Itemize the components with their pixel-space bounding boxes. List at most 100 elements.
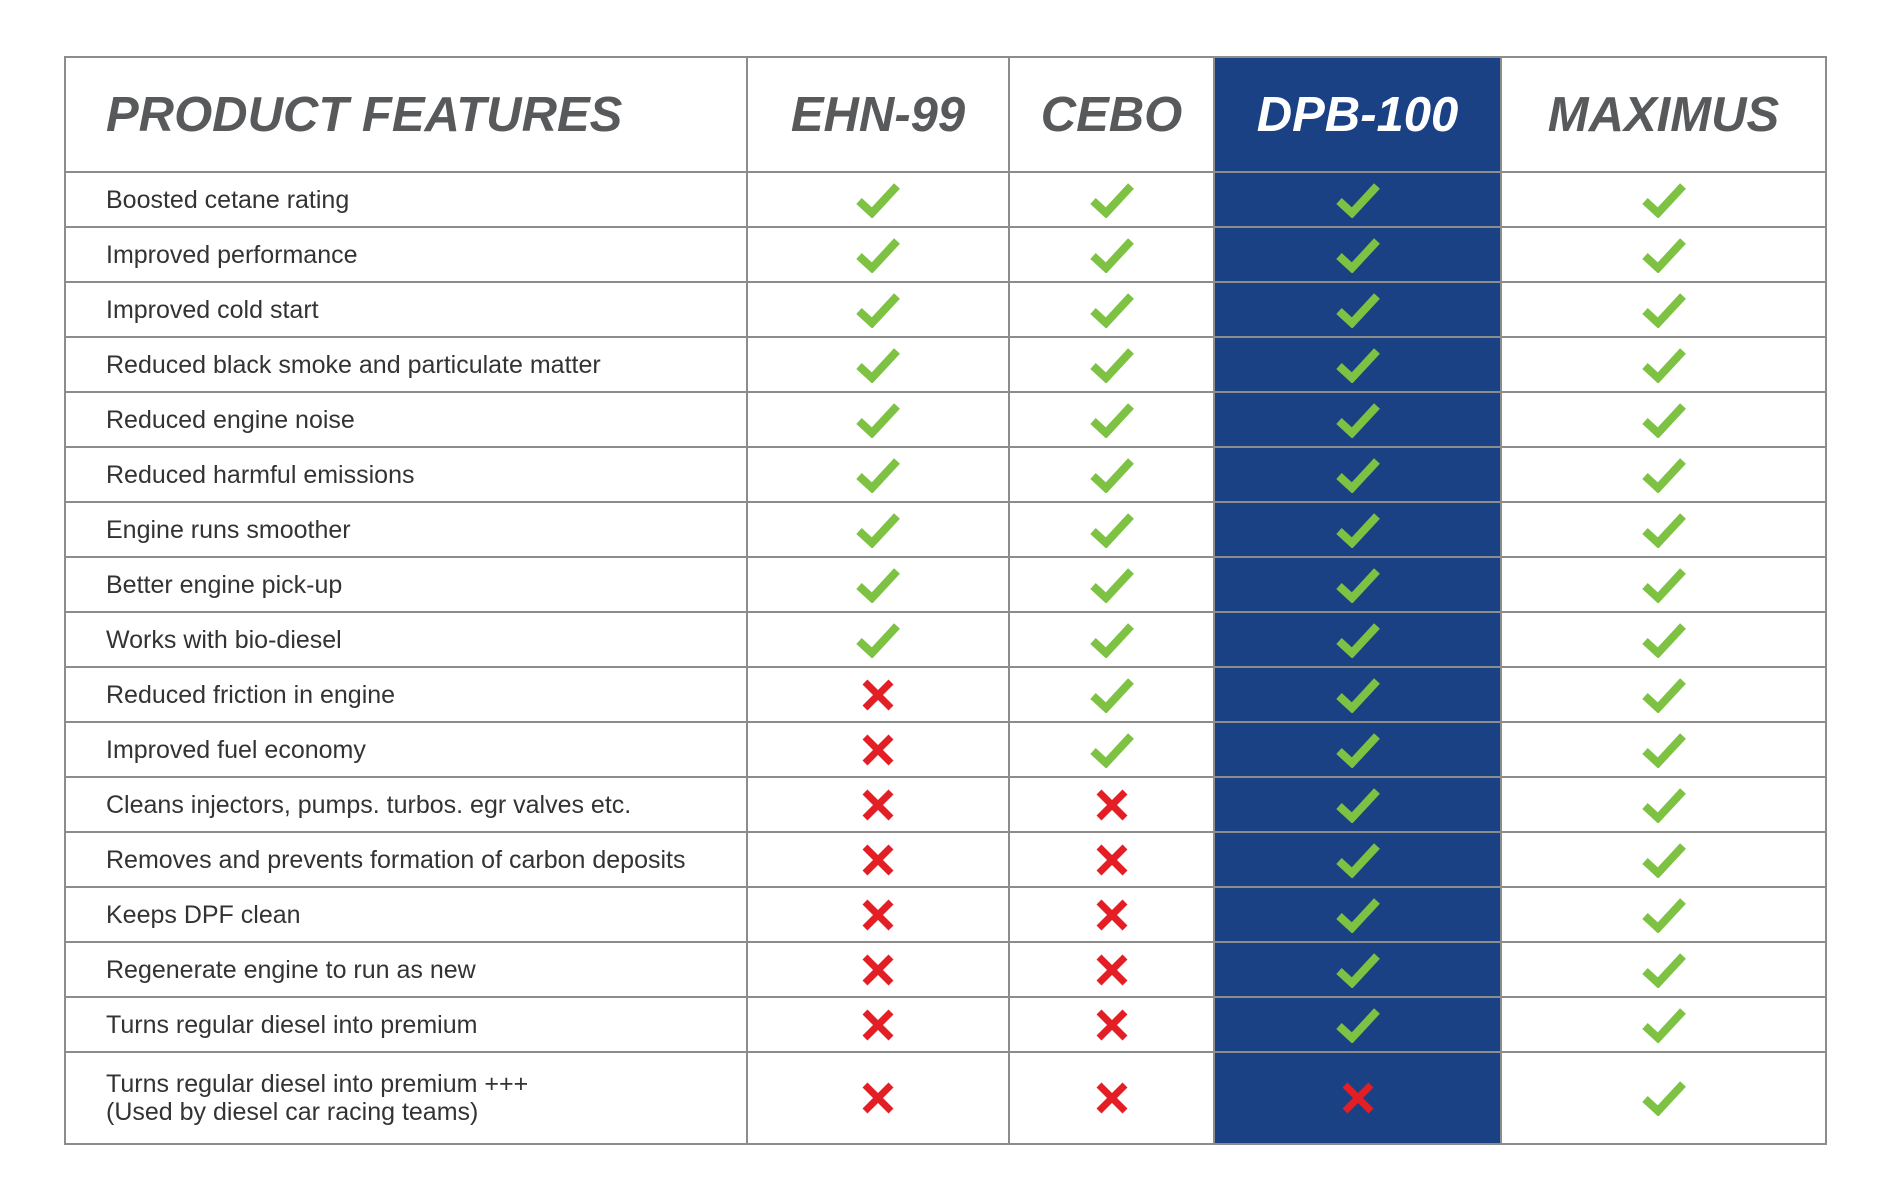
feature-label-line: Reduced friction in engine	[106, 680, 396, 709]
check-icon	[1335, 567, 1380, 603]
cell-maximus	[1500, 501, 1827, 558]
cell-cebo	[1008, 666, 1215, 723]
check-icon	[1089, 622, 1134, 658]
check-icon	[1335, 182, 1380, 218]
cross-icon	[1342, 1082, 1373, 1114]
check-icon	[856, 182, 900, 218]
check-icon	[856, 237, 900, 273]
cell-maximus	[1500, 721, 1827, 778]
check-icon	[1089, 677, 1134, 713]
cell-ehn-99	[746, 226, 1010, 283]
table-row: Removes and prevents formation of carbon…	[64, 831, 1827, 888]
cell-dpb-100	[1213, 336, 1502, 393]
cell-dpb-100	[1213, 556, 1502, 613]
cell-cebo	[1008, 941, 1215, 998]
cell-cebo	[1008, 281, 1215, 338]
cell-ehn-99	[746, 446, 1010, 503]
cell-dpb-100	[1213, 666, 1502, 723]
table-row: Improved cold start	[64, 281, 1827, 338]
feature-label: Keeps DPF clean	[64, 886, 748, 943]
cross-icon	[1096, 1009, 1127, 1040]
cell-dpb-100	[1213, 941, 1502, 998]
cell-cebo	[1008, 556, 1215, 613]
check-icon	[1335, 457, 1380, 493]
cell-maximus	[1500, 941, 1827, 998]
cell-dpb-100	[1213, 226, 1502, 283]
table-row: Improved fuel economy	[64, 721, 1827, 778]
check-icon	[856, 402, 900, 438]
check-icon	[1335, 842, 1380, 878]
table-row: Reduced engine noise	[64, 391, 1827, 448]
cell-ehn-99	[746, 556, 1010, 613]
check-icon	[1089, 237, 1134, 273]
cell-cebo	[1008, 446, 1215, 503]
feature-label-line: Keeps DPF clean	[106, 900, 301, 929]
check-icon	[1089, 512, 1134, 548]
feature-label-line: Reduced black smoke and particulate matt…	[106, 350, 601, 379]
check-icon	[1089, 347, 1134, 383]
check-icon	[1641, 182, 1686, 218]
cell-maximus	[1500, 996, 1827, 1053]
feature-label-line: Improved fuel economy	[106, 735, 366, 764]
table-row: Boosted cetane rating	[64, 171, 1827, 228]
feature-label: Turns regular diesel into premium	[64, 996, 748, 1053]
table-row: Cleans injectors, pumps. turbos. egr val…	[64, 776, 1827, 833]
feature-label: Boosted cetane rating	[64, 171, 748, 228]
feature-label: Regenerate engine to run as new	[64, 941, 748, 998]
feature-label-line: Turns regular diesel into premium	[106, 1010, 478, 1039]
check-icon	[1089, 567, 1134, 603]
feature-label: Removes and prevents formation of carbon…	[64, 831, 748, 888]
cell-dpb-100	[1213, 1051, 1502, 1145]
table-row: Reduced harmful emissions	[64, 446, 1827, 503]
cross-icon	[862, 1082, 894, 1114]
comparison-table-wrapper: PRODUCT FEATURES EHN-99 CEBO DPB-100 MAXIMU…	[64, 56, 1827, 1145]
cell-ehn-99	[746, 776, 1010, 833]
check-icon	[1641, 457, 1686, 493]
feature-label: Works with bio-diesel	[64, 611, 748, 668]
cell-cebo	[1008, 1051, 1215, 1145]
cell-maximus	[1500, 1051, 1827, 1145]
table-row: Better engine pick-up	[64, 556, 1827, 613]
cell-ehn-99	[746, 336, 1010, 393]
cell-maximus	[1500, 611, 1827, 668]
feature-label: Reduced black smoke and particulate matt…	[64, 336, 748, 393]
feature-label: Reduced friction in engine	[64, 666, 748, 723]
cross-icon	[1096, 844, 1127, 875]
cell-cebo	[1008, 996, 1215, 1053]
check-icon	[1335, 677, 1380, 713]
cell-maximus	[1500, 776, 1827, 833]
cell-maximus	[1500, 831, 1827, 888]
check-icon	[1641, 732, 1686, 768]
cell-dpb-100	[1213, 391, 1502, 448]
cell-dpb-100	[1213, 611, 1502, 668]
check-icon	[1335, 292, 1380, 328]
cell-dpb-100	[1213, 171, 1502, 228]
table-row: Engine runs smoother	[64, 501, 1827, 558]
cell-ehn-99	[746, 721, 1010, 778]
check-icon	[1641, 402, 1686, 438]
cell-cebo	[1008, 501, 1215, 558]
check-icon	[1089, 732, 1134, 768]
column-header-dpb-100: DPB-100	[1213, 56, 1502, 173]
feature-label: Improved performance	[64, 226, 748, 283]
cross-icon	[1096, 789, 1127, 820]
check-icon	[856, 347, 900, 383]
feature-label-line: Turns regular diesel into premium +++	[106, 1070, 529, 1098]
check-icon	[856, 292, 900, 328]
check-icon	[1335, 1007, 1380, 1043]
table-row: Keeps DPF clean	[64, 886, 1827, 943]
cell-ehn-99	[746, 941, 1010, 998]
cell-cebo	[1008, 171, 1215, 228]
cell-dpb-100	[1213, 446, 1502, 503]
cross-icon	[1096, 1082, 1127, 1114]
check-icon	[1335, 622, 1380, 658]
cell-dpb-100	[1213, 886, 1502, 943]
feature-label: Reduced engine noise	[64, 391, 748, 448]
cross-icon	[862, 954, 894, 985]
cross-icon	[862, 734, 894, 765]
cross-icon	[862, 679, 894, 710]
check-icon	[1335, 237, 1380, 273]
check-icon	[1641, 897, 1686, 933]
check-icon	[1641, 842, 1686, 878]
cell-maximus	[1500, 281, 1827, 338]
